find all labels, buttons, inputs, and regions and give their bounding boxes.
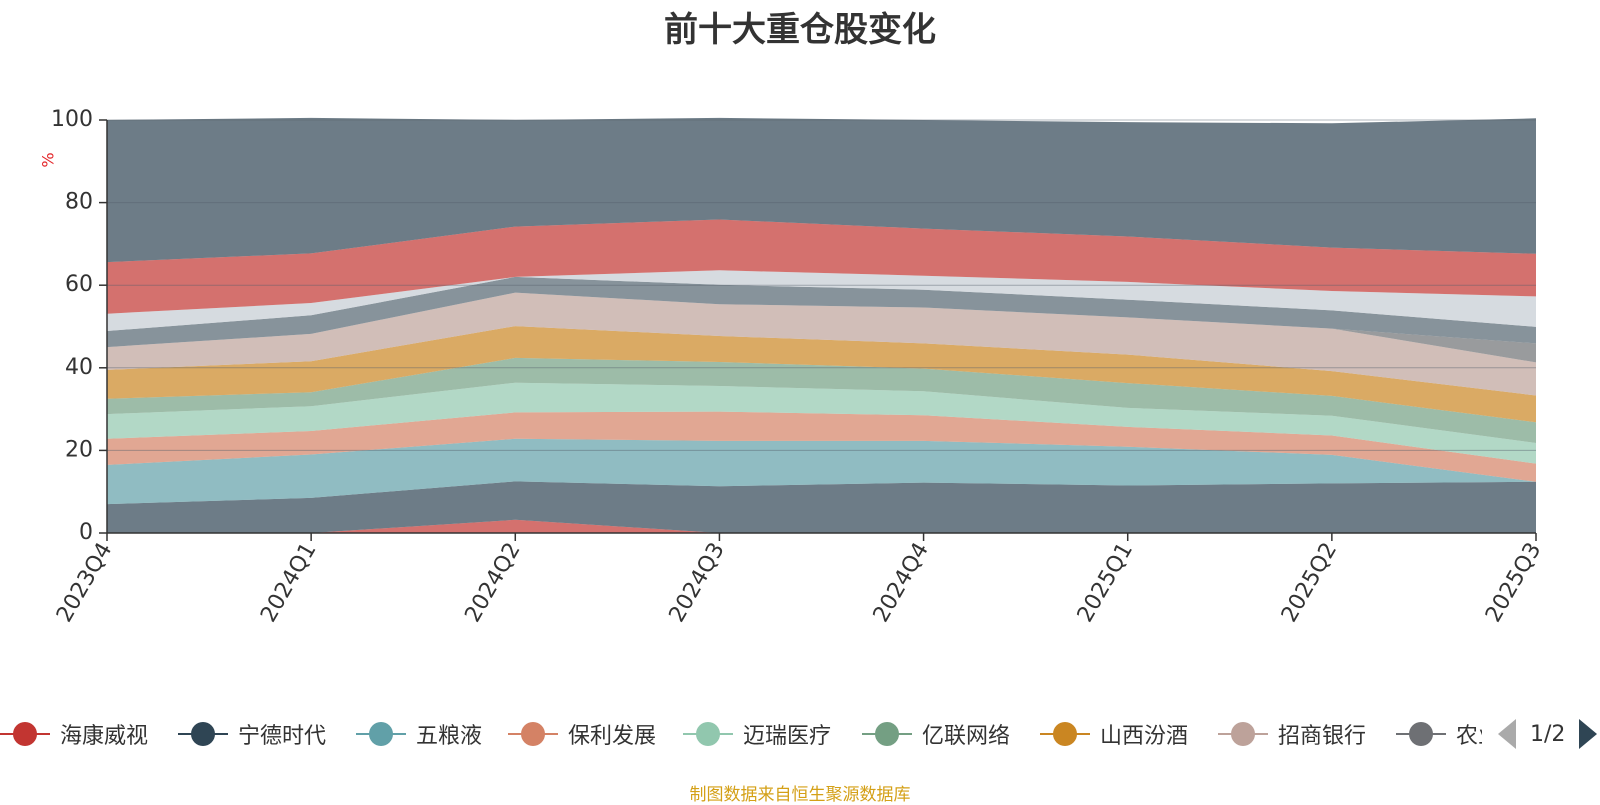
- x-tick-label-7: 2025Q3: [1481, 539, 1546, 627]
- legend-item-9[interactable]: 农业银行: [1396, 713, 1482, 755]
- area-series-10: [107, 276, 1536, 348]
- x-tick-label-4: 2024Q4: [869, 539, 934, 627]
- legend-circle-icon: [508, 713, 558, 755]
- x-tick-label-5: 2025Q1: [1073, 539, 1138, 627]
- x-tick-label-3: 2024Q3: [665, 539, 730, 627]
- legend-label: 保利发展: [568, 724, 657, 749]
- legend-circle-icon: [1218, 713, 1268, 755]
- legend-label: 海康威视: [60, 724, 149, 749]
- y-tick-label-3: 60: [65, 272, 93, 297]
- area-series-6: [107, 357, 1536, 443]
- y-tick-label-0: 0: [79, 520, 93, 545]
- legend-circle-icon: [683, 713, 733, 755]
- legend-item-7[interactable]: 山西汾酒: [1040, 713, 1188, 755]
- area-series-13: [107, 117, 1536, 263]
- x-tick-label-0: 2023Q4: [52, 539, 117, 627]
- legend-label: 山西汾酒: [1100, 724, 1189, 749]
- legend-circle-icon: [356, 713, 406, 755]
- x-tick-label-6: 2025Q2: [1277, 539, 1342, 627]
- y-axis-unit: %: [39, 152, 58, 167]
- legend-label: 宁德时代: [238, 724, 327, 749]
- legend-label: 五粮液: [416, 724, 483, 749]
- legend-circle-icon: [0, 713, 50, 755]
- x-tick-label-1: 2024Q1: [256, 539, 321, 627]
- legend-circle-icon: [178, 713, 228, 755]
- legend-circle-icon: [1396, 713, 1446, 755]
- area-layer: [107, 117, 1536, 533]
- y-tick-label-5: 100: [51, 107, 93, 132]
- grid-layer: [107, 119, 1536, 451]
- y-tick-label-1: 20: [65, 437, 93, 462]
- legend-item-3[interactable]: 五粮液: [356, 713, 482, 755]
- area-series-3: [107, 438, 1536, 505]
- legend-item-8[interactable]: 招商银行: [1218, 713, 1366, 755]
- legend-label: 农业银行: [1456, 724, 1482, 749]
- y-tick-label-2: 40: [65, 355, 93, 380]
- source-note: 制图数据来自恒生聚源数据库: [689, 785, 911, 805]
- legend-item-4[interactable]: 保利发展: [508, 713, 656, 755]
- legend-label: 招商银行: [1278, 724, 1367, 749]
- legend: 海康威视 宁德时代 五粮液 保利发展 迈瑞医疗 亿联网络 山西汾酒 招商银行 农业银行: [0, 713, 1482, 755]
- legend-item-5[interactable]: 迈瑞医疗: [683, 713, 831, 755]
- legend-circle-icon: [1040, 713, 1090, 755]
- legend-page-indicator: 1/2: [1530, 721, 1566, 747]
- chart-title: 前十大重仓股变化: [664, 10, 936, 50]
- triangle-left-icon[interactable]: [1498, 719, 1516, 749]
- chart-plot: 0 20 40 60 80 100 2023Q4 2024Q1 2024Q2 2024Q3 2024…: [39, 107, 1547, 627]
- area-series-5: [107, 382, 1536, 464]
- legend-item-2[interactable]: 宁德时代: [178, 713, 326, 755]
- legend-label: 亿联网络: [922, 724, 1011, 749]
- area-series-12: [107, 219, 1536, 314]
- legend-label: 迈瑞医疗: [743, 724, 832, 749]
- legend-item-1[interactable]: 海康威视: [0, 713, 148, 755]
- x-tick-label-2: 2024Q2: [460, 539, 525, 627]
- legend-circle-icon: [862, 713, 912, 755]
- y-tick-label-4: 80: [65, 190, 93, 215]
- legend-item-6[interactable]: 亿联网络: [862, 713, 1010, 755]
- area-series-1: [107, 519, 1536, 533]
- triangle-right-icon[interactable]: [1579, 719, 1598, 749]
- area-series-2: [107, 481, 1536, 533]
- area-series-7: [107, 326, 1536, 423]
- legend-pager: 1/2: [1498, 715, 1598, 753]
- area-series-11: [107, 270, 1536, 331]
- area-series-8: [107, 292, 1536, 396]
- area-series-4: [107, 411, 1536, 482]
